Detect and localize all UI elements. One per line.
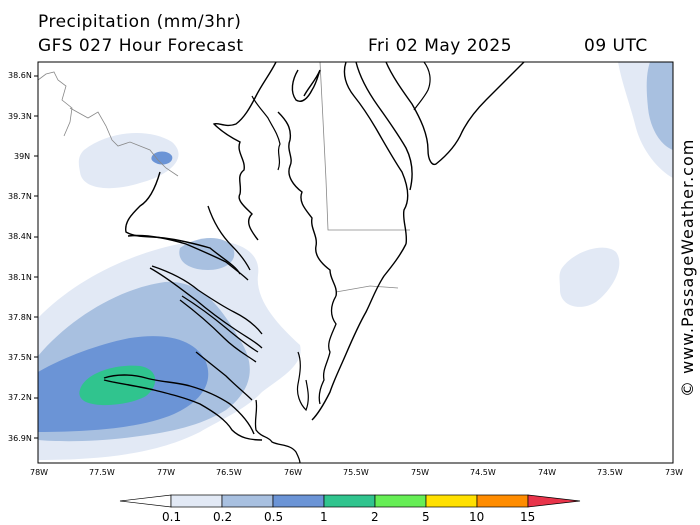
state-border (335, 285, 399, 293)
lon-label: 73.5W (597, 468, 623, 477)
latitude-axis: 38.6N 39.3N 39N 38.7N 38.4N 38.1N 37.8N … (8, 71, 32, 443)
coastline (212, 62, 277, 241)
lat-label: 37.5N (8, 353, 32, 362)
lon-label: 76.5W (216, 468, 242, 477)
lon-label: 76W (284, 468, 302, 477)
forecast-model-label: GFS 027 Hour Forecast (38, 36, 244, 56)
coastline (413, 62, 431, 111)
legend-label: 10 (469, 510, 484, 524)
coastline (251, 95, 281, 171)
legend-label: 0.1 (162, 510, 181, 524)
legend-label: 2 (371, 510, 379, 524)
coastline (149, 267, 263, 349)
lat-label: 37.8N (8, 313, 32, 322)
latitude-ticks (34, 75, 38, 439)
lat-label: 39.3N (8, 112, 32, 121)
coastline (254, 399, 301, 463)
coastline (385, 62, 525, 166)
precip-area-light (559, 247, 620, 307)
legend-swatch (476, 494, 529, 508)
coastline (291, 69, 321, 102)
state-border (69, 107, 179, 177)
legend-label: 0.2 (213, 510, 232, 524)
precip-area-moderate (179, 237, 235, 270)
lon-label: 73W (665, 468, 683, 477)
coastline (207, 205, 251, 271)
legend-label: 5 (422, 510, 430, 524)
precip-area-light (78, 132, 179, 189)
coastline (151, 265, 263, 335)
coastline (311, 243, 407, 421)
geography-layer (38, 62, 525, 463)
lat-label: 37.2N (8, 393, 32, 402)
coastline (277, 111, 338, 297)
precip-area-heavy (151, 151, 173, 165)
lat-label: 36.9N (8, 434, 32, 443)
lon-label: 77W (157, 468, 175, 477)
lon-label: 75.5W (343, 468, 369, 477)
precip-layer (38, 62, 673, 460)
legend-swatch (221, 494, 274, 508)
legend-arrow-low (119, 494, 172, 508)
valid-hour-label: 09 UTC (584, 36, 648, 56)
legend-label: 15 (520, 510, 535, 524)
lon-label: 74W (538, 468, 556, 477)
state-border (319, 62, 410, 231)
coastline (103, 374, 255, 435)
lat-label: 39N (14, 152, 30, 161)
coastline (195, 351, 253, 401)
lat-label: 38.1N (8, 273, 32, 282)
map-frame (37, 61, 674, 464)
legend-arrow-high (527, 494, 581, 508)
coastline (127, 234, 249, 281)
precip-area-moderate (646, 62, 673, 150)
legend-swatch (323, 494, 376, 508)
longitude-axis: 78W 77.5W 77W 76.5W 76W 75.5W 75W 74.5W … (30, 468, 683, 477)
precip-legend: 0.1 0.2 0.5 1 2 5 10 15 (119, 494, 581, 524)
lat-label: 38.7N (8, 192, 32, 201)
legend-label: 1 (320, 510, 328, 524)
coastline (179, 299, 257, 363)
coastline (296, 351, 309, 412)
valid-date-label: Fri 02 May 2025 (368, 36, 513, 56)
legend-swatch (272, 494, 325, 508)
lat-label: 38.4N (8, 232, 32, 241)
legend-swatch (425, 494, 478, 508)
lon-label: 75W (411, 468, 429, 477)
lon-label: 77.5W (89, 468, 115, 477)
map-title: Precipitation (mm/3hr) (38, 12, 242, 32)
coastline (181, 295, 259, 353)
coastline (103, 379, 263, 441)
legend-swatch (374, 494, 427, 508)
legend-label: 0.5 (264, 510, 283, 524)
lon-label: 74.5W (470, 468, 496, 477)
lon-label: 78W (30, 468, 48, 477)
coastline (355, 62, 413, 191)
legend-swatch (170, 494, 223, 508)
coastline (318, 295, 337, 405)
state-border (38, 71, 73, 137)
coastline (343, 62, 409, 245)
coastline (125, 171, 241, 275)
lat-label: 38.6N (8, 71, 32, 80)
